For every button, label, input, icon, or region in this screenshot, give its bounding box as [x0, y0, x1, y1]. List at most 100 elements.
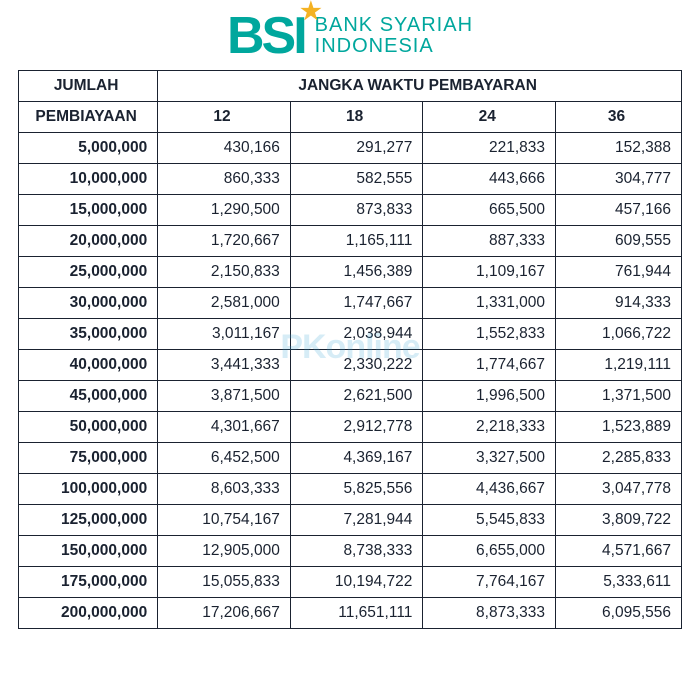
table-wrap: JUMLAH JANGKA WAKTU PEMBAYARAN PEMBIAYAA…: [0, 70, 700, 629]
logo-name-line2: INDONESIA: [315, 36, 473, 57]
cell-payment: 152,388: [556, 133, 682, 164]
cell-amount: 100,000,000: [19, 474, 158, 505]
cell-payment: 609,555: [556, 226, 682, 257]
cell-payment: 582,555: [290, 164, 423, 195]
table-row: 175,000,00015,055,83310,194,7227,764,167…: [19, 567, 682, 598]
payment-table: JUMLAH JANGKA WAKTU PEMBAYARAN PEMBIAYAA…: [18, 70, 682, 629]
logo-mark: BSI ★: [227, 10, 305, 62]
cell-payment: 1,523,889: [556, 412, 682, 443]
table-row: 200,000,00017,206,66711,651,1118,873,333…: [19, 598, 682, 629]
cell-amount: 50,000,000: [19, 412, 158, 443]
cell-amount: 45,000,000: [19, 381, 158, 412]
cell-amount: 40,000,000: [19, 350, 158, 381]
cell-payment: 3,809,722: [556, 505, 682, 536]
cell-payment: 4,369,167: [290, 443, 423, 474]
cell-payment: 4,301,667: [158, 412, 291, 443]
cell-amount: 75,000,000: [19, 443, 158, 474]
cell-amount: 200,000,000: [19, 598, 158, 629]
cell-payment: 2,912,778: [290, 412, 423, 443]
cell-payment: 7,281,944: [290, 505, 423, 536]
cell-payment: 1,331,000: [423, 288, 556, 319]
cell-amount: 150,000,000: [19, 536, 158, 567]
cell-payment: 887,333: [423, 226, 556, 257]
header-amount-line1: JUMLAH: [19, 71, 158, 102]
cell-payment: 8,873,333: [423, 598, 556, 629]
table-body: 5,000,000430,166291,277221,833152,38810,…: [19, 133, 682, 629]
table-row: 20,000,0001,720,6671,165,111887,333609,5…: [19, 226, 682, 257]
cell-payment: 1,552,833: [423, 319, 556, 350]
cell-payment: 3,011,167: [158, 319, 291, 350]
cell-payment: 2,150,833: [158, 257, 291, 288]
cell-payment: 221,833: [423, 133, 556, 164]
cell-payment: 1,066,722: [556, 319, 682, 350]
table-row: 125,000,00010,754,1677,281,9445,545,8333…: [19, 505, 682, 536]
cell-payment: 914,333: [556, 288, 682, 319]
header-amount-line2: PEMBIAYAAN: [19, 102, 158, 133]
cell-amount: 20,000,000: [19, 226, 158, 257]
cell-amount: 15,000,000: [19, 195, 158, 226]
cell-payment: 3,441,333: [158, 350, 291, 381]
cell-payment: 665,500: [423, 195, 556, 226]
cell-payment: 443,666: [423, 164, 556, 195]
cell-payment: 6,452,500: [158, 443, 291, 474]
header-tenor: 18: [290, 102, 423, 133]
cell-payment: 1,774,667: [423, 350, 556, 381]
table-row: 30,000,0002,581,0001,747,6671,331,000914…: [19, 288, 682, 319]
cell-payment: 2,330,222: [290, 350, 423, 381]
cell-payment: 291,277: [290, 133, 423, 164]
cell-payment: 8,738,333: [290, 536, 423, 567]
cell-payment: 6,655,000: [423, 536, 556, 567]
cell-payment: 5,545,833: [423, 505, 556, 536]
header-tenors-row: PEMBIAYAAN 12 18 24 36: [19, 102, 682, 133]
table-row: 10,000,000860,333582,555443,666304,777: [19, 164, 682, 195]
cell-payment: 457,166: [556, 195, 682, 226]
table-row: 25,000,0002,150,8331,456,3891,109,167761…: [19, 257, 682, 288]
cell-payment: 5,825,556: [290, 474, 423, 505]
cell-payment: 1,219,111: [556, 350, 682, 381]
star-icon: ★: [300, 0, 319, 24]
cell-payment: 1,456,389: [290, 257, 423, 288]
cell-payment: 2,621,500: [290, 381, 423, 412]
cell-payment: 2,285,833: [556, 443, 682, 474]
cell-payment: 873,833: [290, 195, 423, 226]
cell-payment: 1,165,111: [290, 226, 423, 257]
table-row: 75,000,0006,452,5004,369,1673,327,5002,2…: [19, 443, 682, 474]
table-row: 40,000,0003,441,3332,330,2221,774,6671,2…: [19, 350, 682, 381]
logo: BSI ★ BANK SYARIAH INDONESIA: [227, 10, 473, 62]
table-row: 15,000,0001,290,500873,833665,500457,166: [19, 195, 682, 226]
cell-payment: 6,095,556: [556, 598, 682, 629]
logo-mark-text: BSI: [227, 7, 305, 65]
cell-payment: 1,720,667: [158, 226, 291, 257]
table-head: JUMLAH JANGKA WAKTU PEMBAYARAN PEMBIAYAA…: [19, 71, 682, 133]
cell-payment: 2,218,333: [423, 412, 556, 443]
table-row: 35,000,0003,011,1672,038,9441,552,8331,0…: [19, 319, 682, 350]
cell-payment: 4,436,667: [423, 474, 556, 505]
cell-payment: 4,571,667: [556, 536, 682, 567]
cell-payment: 1,747,667: [290, 288, 423, 319]
logo-name-line1: BANK SYARIAH: [315, 15, 473, 36]
table-row: 150,000,00012,905,0008,738,3336,655,0004…: [19, 536, 682, 567]
table-row: 5,000,000430,166291,277221,833152,388: [19, 133, 682, 164]
cell-payment: 3,327,500: [423, 443, 556, 474]
cell-amount: 25,000,000: [19, 257, 158, 288]
cell-payment: 11,651,111: [290, 598, 423, 629]
cell-payment: 1,109,167: [423, 257, 556, 288]
cell-payment: 304,777: [556, 164, 682, 195]
cell-payment: 7,764,167: [423, 567, 556, 598]
cell-payment: 430,166: [158, 133, 291, 164]
cell-payment: 12,905,000: [158, 536, 291, 567]
cell-payment: 761,944: [556, 257, 682, 288]
cell-payment: 10,754,167: [158, 505, 291, 536]
table-row: 100,000,0008,603,3335,825,5564,436,6673,…: [19, 474, 682, 505]
cell-payment: 10,194,722: [290, 567, 423, 598]
cell-payment: 1,371,500: [556, 381, 682, 412]
logo-block: BSI ★ BANK SYARIAH INDONESIA: [0, 0, 700, 70]
cell-payment: 17,206,667: [158, 598, 291, 629]
cell-amount: 35,000,000: [19, 319, 158, 350]
cell-payment: 2,038,944: [290, 319, 423, 350]
cell-payment: 5,333,611: [556, 567, 682, 598]
cell-payment: 15,055,833: [158, 567, 291, 598]
cell-amount: 175,000,000: [19, 567, 158, 598]
cell-payment: 860,333: [158, 164, 291, 195]
cell-amount: 125,000,000: [19, 505, 158, 536]
